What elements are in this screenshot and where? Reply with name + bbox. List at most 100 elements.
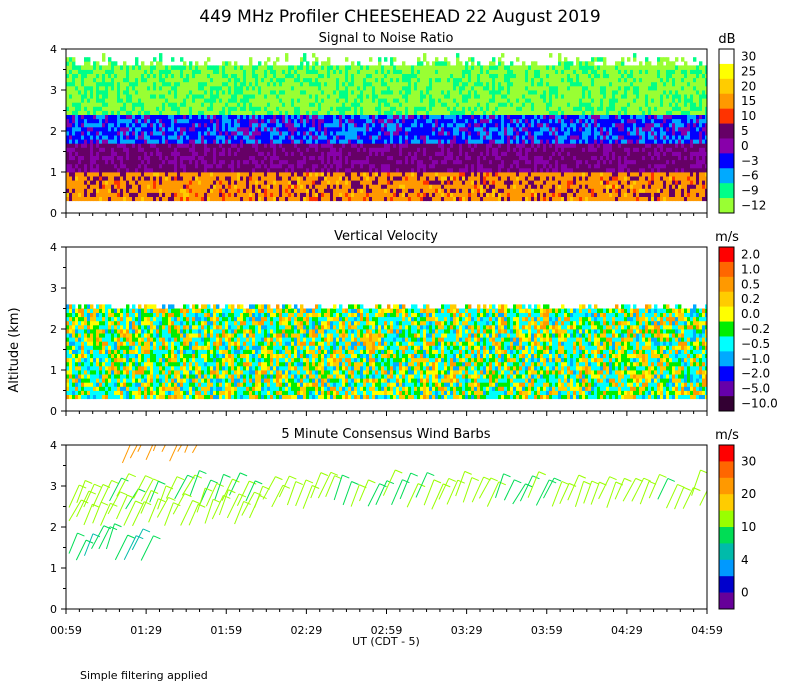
snr-cell — [399, 184, 403, 189]
snr-cell — [480, 73, 484, 79]
snr-cell — [87, 155, 91, 161]
snr-cell — [444, 139, 448, 144]
snr-cell — [153, 57, 157, 62]
snr-cell — [348, 192, 352, 197]
snr-cell — [333, 180, 337, 185]
snr-cell — [390, 159, 394, 165]
snr-cell — [165, 176, 169, 181]
snr-cell — [168, 167, 172, 173]
snr-cell — [84, 172, 88, 177]
snr-cell — [183, 122, 187, 128]
snr-cell — [78, 135, 82, 140]
snr-cell — [171, 131, 175, 136]
snr-cell — [423, 188, 427, 193]
snr-cell — [231, 196, 235, 202]
snr-cell — [69, 176, 73, 181]
snr-cell — [288, 139, 292, 144]
snr-cell — [393, 135, 397, 140]
snr-cell — [501, 126, 505, 132]
snr-cell — [231, 102, 235, 107]
snr-cell — [129, 73, 133, 79]
snr-cell — [336, 147, 340, 152]
snr-cell — [339, 102, 343, 107]
snr-cell — [348, 126, 352, 132]
snr-cell — [234, 172, 238, 177]
snr-cell — [288, 114, 292, 120]
snr-cell — [99, 77, 103, 83]
snr-cell — [159, 155, 163, 161]
snr-cell — [267, 188, 271, 193]
snr-cell — [219, 139, 223, 144]
snr-cell — [234, 192, 238, 197]
snr-cell — [330, 98, 334, 103]
snr-cell — [384, 151, 388, 156]
snr-cell — [378, 65, 382, 70]
snr-cell — [396, 102, 400, 107]
snr-cell — [309, 131, 313, 136]
snr-cell — [273, 110, 277, 115]
snr-cell — [195, 139, 199, 144]
snr-cell — [507, 69, 511, 74]
snr-cell — [69, 172, 73, 177]
snr-cell — [300, 122, 304, 128]
snr-cell — [432, 110, 436, 115]
snr-cell — [258, 98, 262, 103]
snr-cell — [252, 65, 256, 70]
snr-cell — [201, 167, 205, 173]
snr-cell — [435, 126, 439, 132]
snr-cell — [264, 65, 268, 70]
snr-cell — [294, 184, 298, 189]
snr-cell — [159, 131, 163, 136]
snr-cell — [204, 81, 208, 87]
snr-cell — [453, 122, 457, 128]
snr-cell — [264, 90, 268, 95]
snr-cell — [78, 139, 82, 144]
snr-cell — [210, 118, 214, 124]
snr-cell — [207, 192, 211, 197]
snr-cell — [438, 147, 442, 152]
snr-cell — [363, 147, 367, 152]
snr-cell — [372, 126, 376, 132]
snr-cell — [93, 188, 97, 193]
snr-cell — [333, 167, 337, 173]
snr-cell — [288, 159, 292, 165]
snr-cell — [498, 122, 502, 128]
snr-cell — [489, 159, 493, 165]
snr-cell — [231, 151, 235, 156]
snr-cell — [246, 135, 250, 140]
snr-cell — [411, 147, 415, 152]
snr-cell — [279, 69, 283, 74]
snr-cell — [138, 102, 142, 107]
snr-cell — [87, 196, 91, 202]
snr-cell — [96, 69, 100, 74]
snr-cell — [405, 180, 409, 185]
snr-cell — [186, 163, 190, 169]
snr-cell — [135, 192, 139, 197]
snr-cell — [495, 73, 499, 79]
snr-cell — [243, 90, 247, 95]
snr-cell — [408, 98, 412, 103]
snr-cell — [426, 167, 430, 173]
snr-cell — [315, 139, 319, 144]
snr-cell — [213, 176, 217, 181]
snr-cell — [123, 159, 127, 165]
snr-cell — [249, 85, 253, 91]
snr-cell — [345, 196, 349, 202]
snr-cell — [411, 192, 415, 197]
snr-cell — [261, 159, 265, 165]
snr-cell — [345, 106, 349, 111]
snr-cell — [216, 102, 220, 107]
snr-cell — [153, 196, 157, 202]
snr-cell — [378, 77, 382, 83]
snr-cell — [408, 77, 412, 83]
snr-cell — [237, 192, 241, 197]
snr-cell — [300, 196, 304, 202]
snr-cell — [261, 85, 265, 91]
snr-cell — [78, 69, 82, 74]
snr-cell — [93, 102, 97, 107]
snr-cell — [141, 110, 145, 115]
snr-cell — [225, 106, 229, 111]
snr-cell — [396, 155, 400, 161]
snr-cell — [339, 143, 343, 148]
snr-cell — [234, 81, 238, 87]
